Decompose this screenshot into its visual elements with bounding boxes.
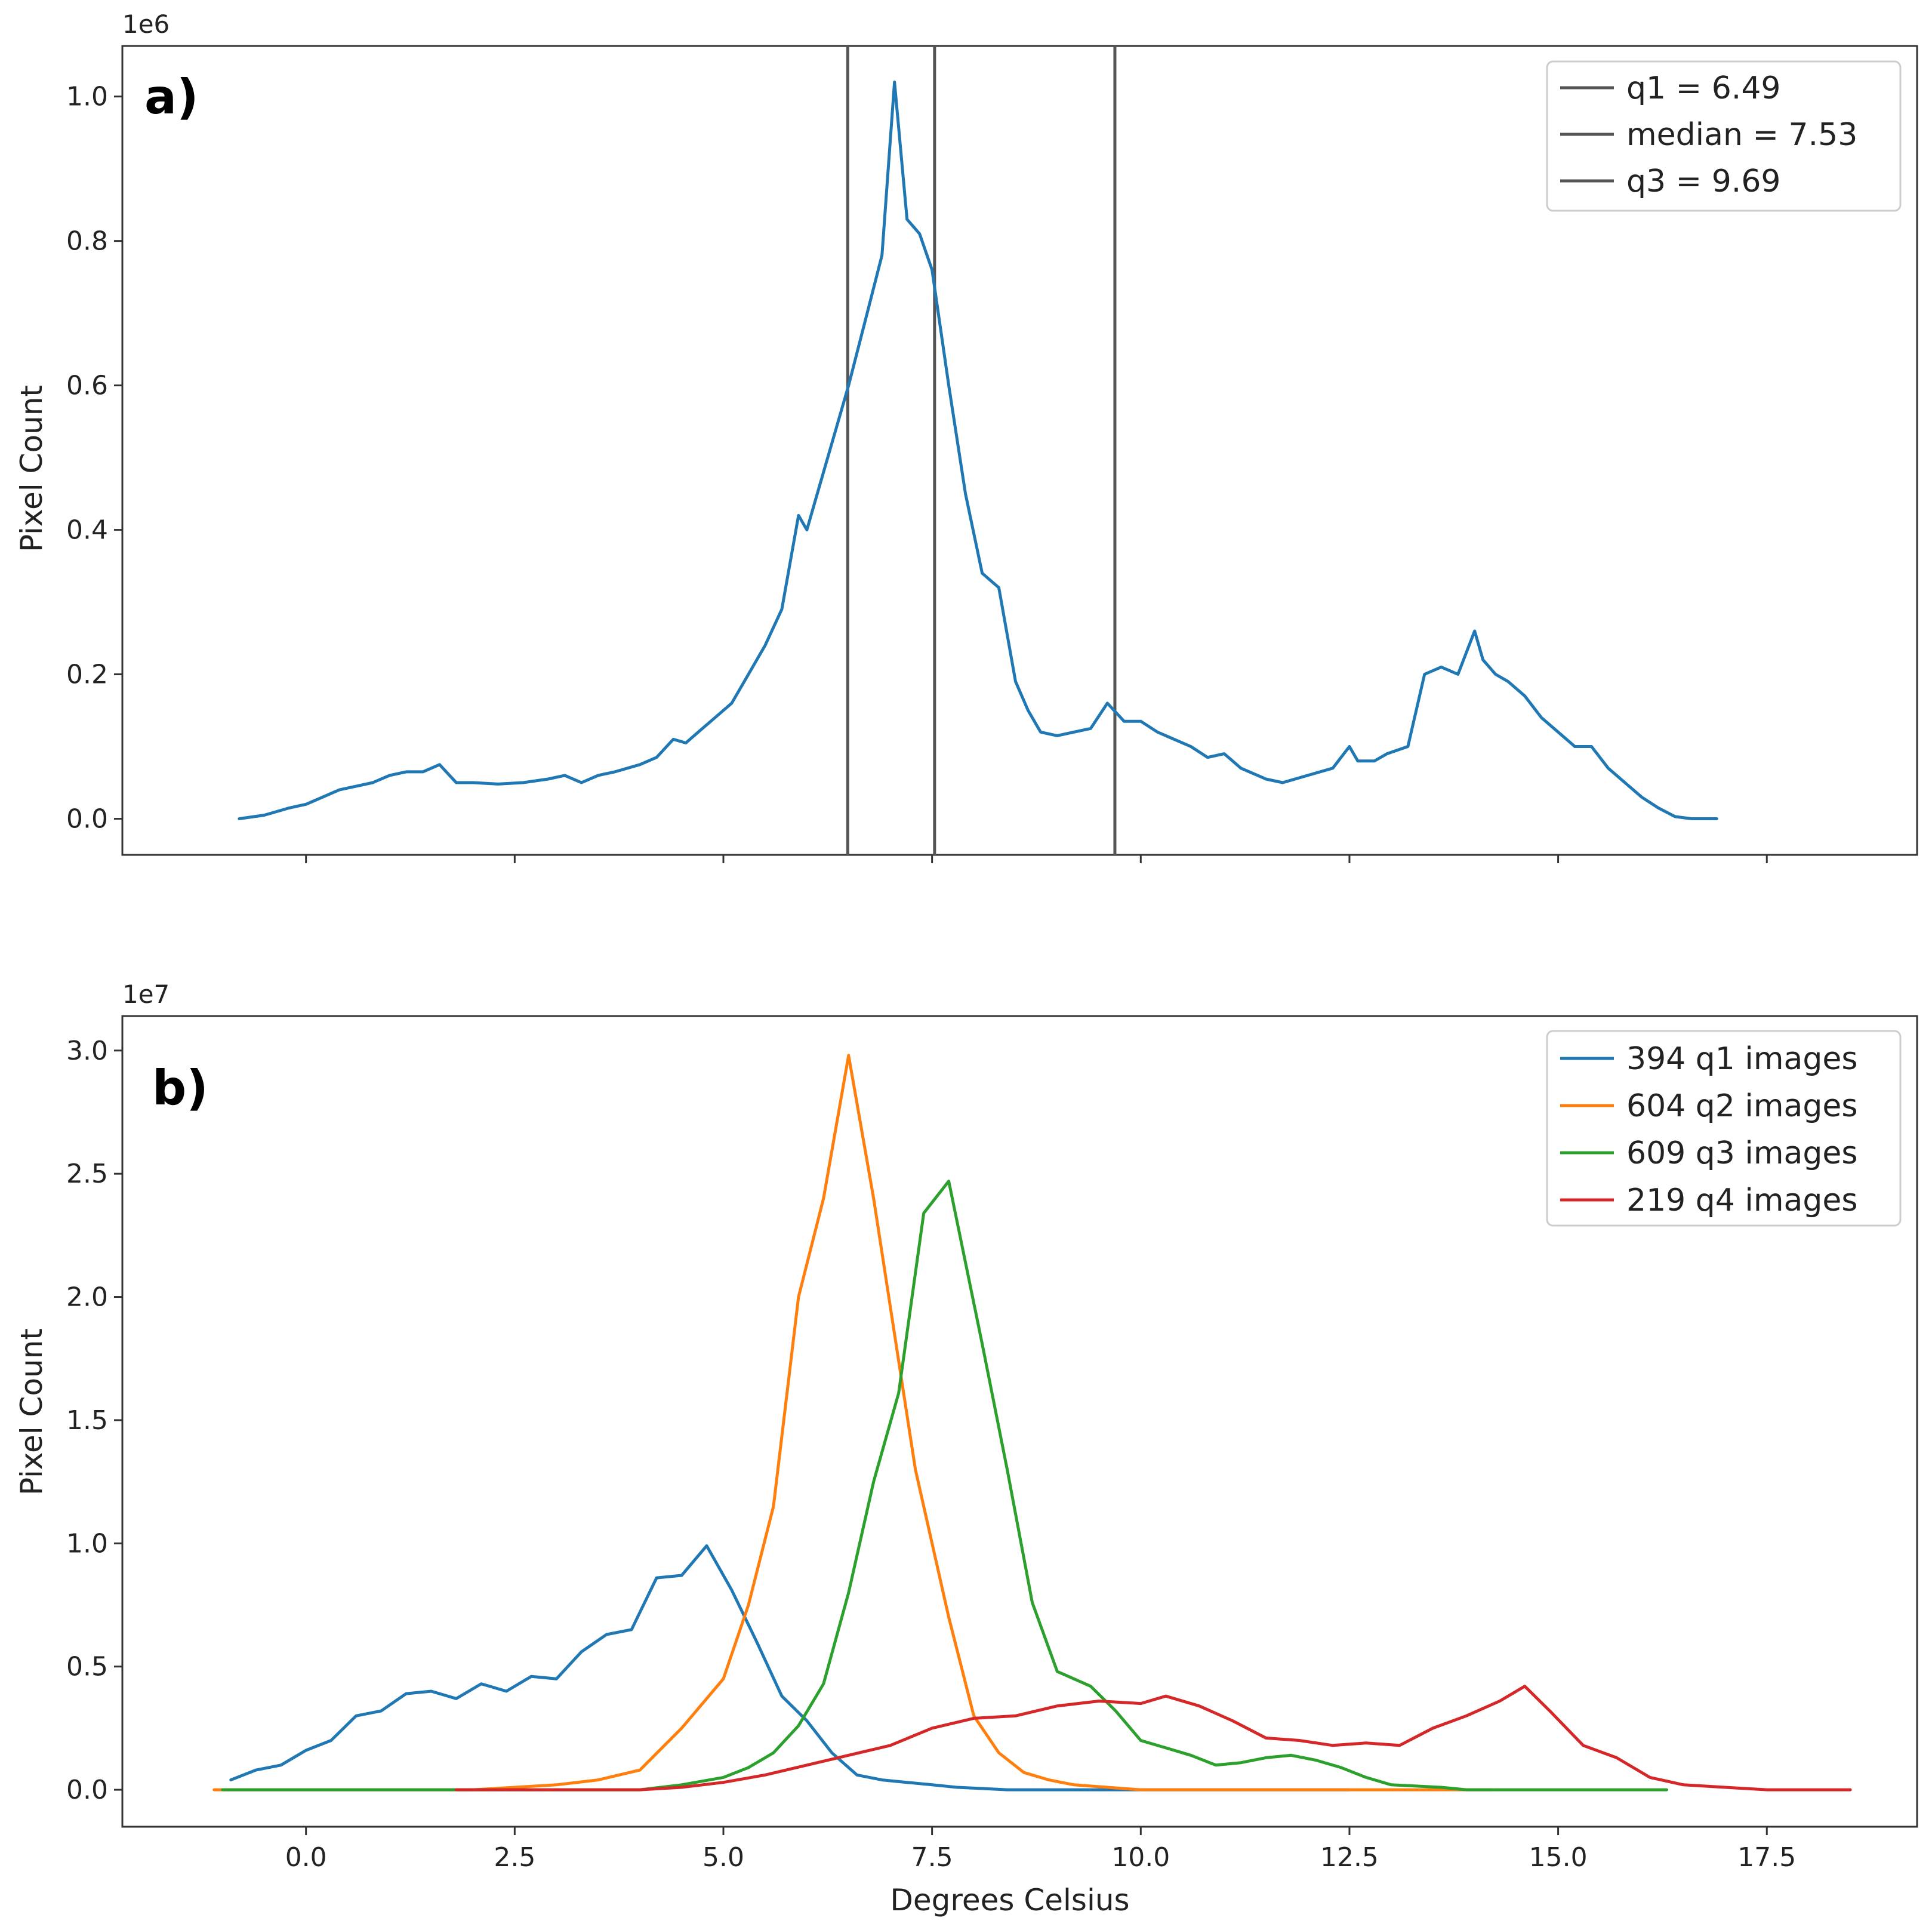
panel-b-y-tick-label: 1.5 <box>66 1405 108 1436</box>
panel-b-y-axis-label: Pixel Count <box>14 1328 49 1495</box>
panel-a-legend: q1 = 6.49 median = 7.53 q3 = 9.69 <box>1546 60 1902 212</box>
panel-b-axes-frame <box>121 1015 1918 1828</box>
panel-b-x-tick-label: 0.0 <box>285 1842 327 1873</box>
panel-b: 0.0 0.5 1.0 1.5 2.0 2.5 3.0 0.0 2.5 5.0 7.5 10.0 12.… <box>14 980 1918 1917</box>
panel-b-x-tick-label: 2.5 <box>494 1842 535 1873</box>
panel-a-series-pixel-count <box>238 81 1718 820</box>
panel-b-series-394-q1-images <box>229 1544 1351 1792</box>
panel-b-legend-frame <box>1546 1030 1902 1227</box>
panel-b-x-tick-label: 12.5 <box>1320 1842 1379 1873</box>
panel-b-series-219-q4-images <box>454 1685 1852 1792</box>
panel-b-x-tick-label: 10.0 <box>1111 1842 1170 1873</box>
legend-label-q3: q3 = 9.69 <box>1626 164 1781 199</box>
panel-b-legend: 394 q1 images 604 q2 images 609 q3 image… <box>1546 1030 1902 1227</box>
panel-a-plot-area: 0.0 0.2 0.4 0.6 0.8 1.0 <box>66 45 1918 863</box>
legend-label-q2-images: 604 q2 images <box>1626 1088 1857 1124</box>
panel-a-y-tick-label: 0.8 <box>66 226 108 257</box>
panel-b-y-tick-label: 2.5 <box>66 1159 108 1189</box>
panel-a: 0.0 0.2 0.4 0.6 0.8 1.0 a) 1e6 Pixel Count q1… <box>14 10 1918 863</box>
panel-b-offset-label: 1e7 <box>122 980 170 1009</box>
panel-a-y-tick-label: 0.0 <box>66 804 108 835</box>
panel-a-y-tick-label: 0.2 <box>66 660 108 690</box>
panel-a-y-axis-label: Pixel Count <box>14 385 49 552</box>
panel-a-y-tick-label: 0.6 <box>66 371 108 401</box>
panel-b-plot-area: 0.0 0.5 1.0 1.5 2.0 2.5 3.0 0.0 2.5 5.0 7.5 10.0 12.… <box>66 1015 1918 1873</box>
panel-b-x-tick-label: 15.0 <box>1529 1842 1588 1873</box>
panel-a-y-tick-label: 1.0 <box>66 82 108 112</box>
panel-b-x-axis-label: Degrees Celsius <box>890 1883 1129 1917</box>
panel-b-x-tick-label: 17.5 <box>1737 1842 1796 1873</box>
panel-b-x-tick-label: 5.0 <box>702 1842 744 1873</box>
panel-a-legend-frame <box>1546 60 1902 212</box>
panel-a-axes-frame <box>121 45 1918 856</box>
panel-b-series-609-q3-images <box>221 1180 1668 1792</box>
panel-a-offset-label: 1e6 <box>122 10 170 39</box>
panel-b-y-tick-label: 2.0 <box>66 1282 108 1313</box>
legend-label-q4-images: 219 q4 images <box>1626 1183 1857 1218</box>
panel-b-label: b) <box>152 1060 208 1116</box>
legend-label-median: median = 7.53 <box>1626 117 1857 153</box>
panel-a-y-tick-label: 0.4 <box>66 515 108 546</box>
panel-b-x-tick-label: 7.5 <box>911 1842 953 1873</box>
panel-b-y-tick-label: 0.5 <box>66 1652 108 1682</box>
panel-b-y-tick-label: 0.0 <box>66 1775 108 1805</box>
legend-label-q1: q1 = 6.49 <box>1626 70 1781 106</box>
legend-label-q3-images: 609 q3 images <box>1626 1135 1857 1171</box>
panel-a-label: a) <box>144 69 199 125</box>
legend-label-q1-images: 394 q1 images <box>1626 1041 1857 1077</box>
panel-b-y-tick-label: 3.0 <box>66 1036 108 1066</box>
panel-b-y-tick-label: 1.0 <box>66 1528 108 1559</box>
